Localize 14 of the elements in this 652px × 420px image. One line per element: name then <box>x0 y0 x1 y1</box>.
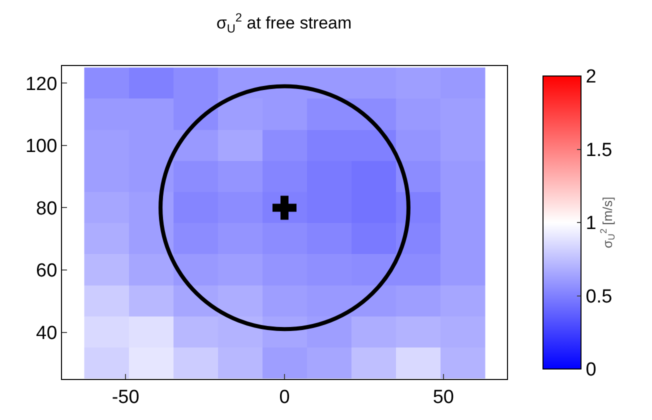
y-tick-label: 80 <box>36 198 58 220</box>
color-bar-label: 0.5 <box>586 286 612 308</box>
x-tick-label: -50 <box>112 386 140 408</box>
color-bar-label: 2 <box>586 66 596 88</box>
y-tick-label: 40 <box>36 322 58 344</box>
y-tick-label: 120 <box>25 74 58 95</box>
x-tick-label: 0 <box>279 386 290 408</box>
chart-title: σ$_{U}$$^{2}$ at free stream <box>216 10 352 36</box>
y-tick-label: 100 <box>25 136 58 158</box>
color-bar-label: 0 <box>586 360 596 381</box>
x-tick-label: 50 <box>432 386 454 408</box>
color-bar-label: 1.5 <box>586 140 612 161</box>
y-tick-label: 60 <box>36 260 58 282</box>
color-bar-label: 1 <box>586 213 596 234</box>
